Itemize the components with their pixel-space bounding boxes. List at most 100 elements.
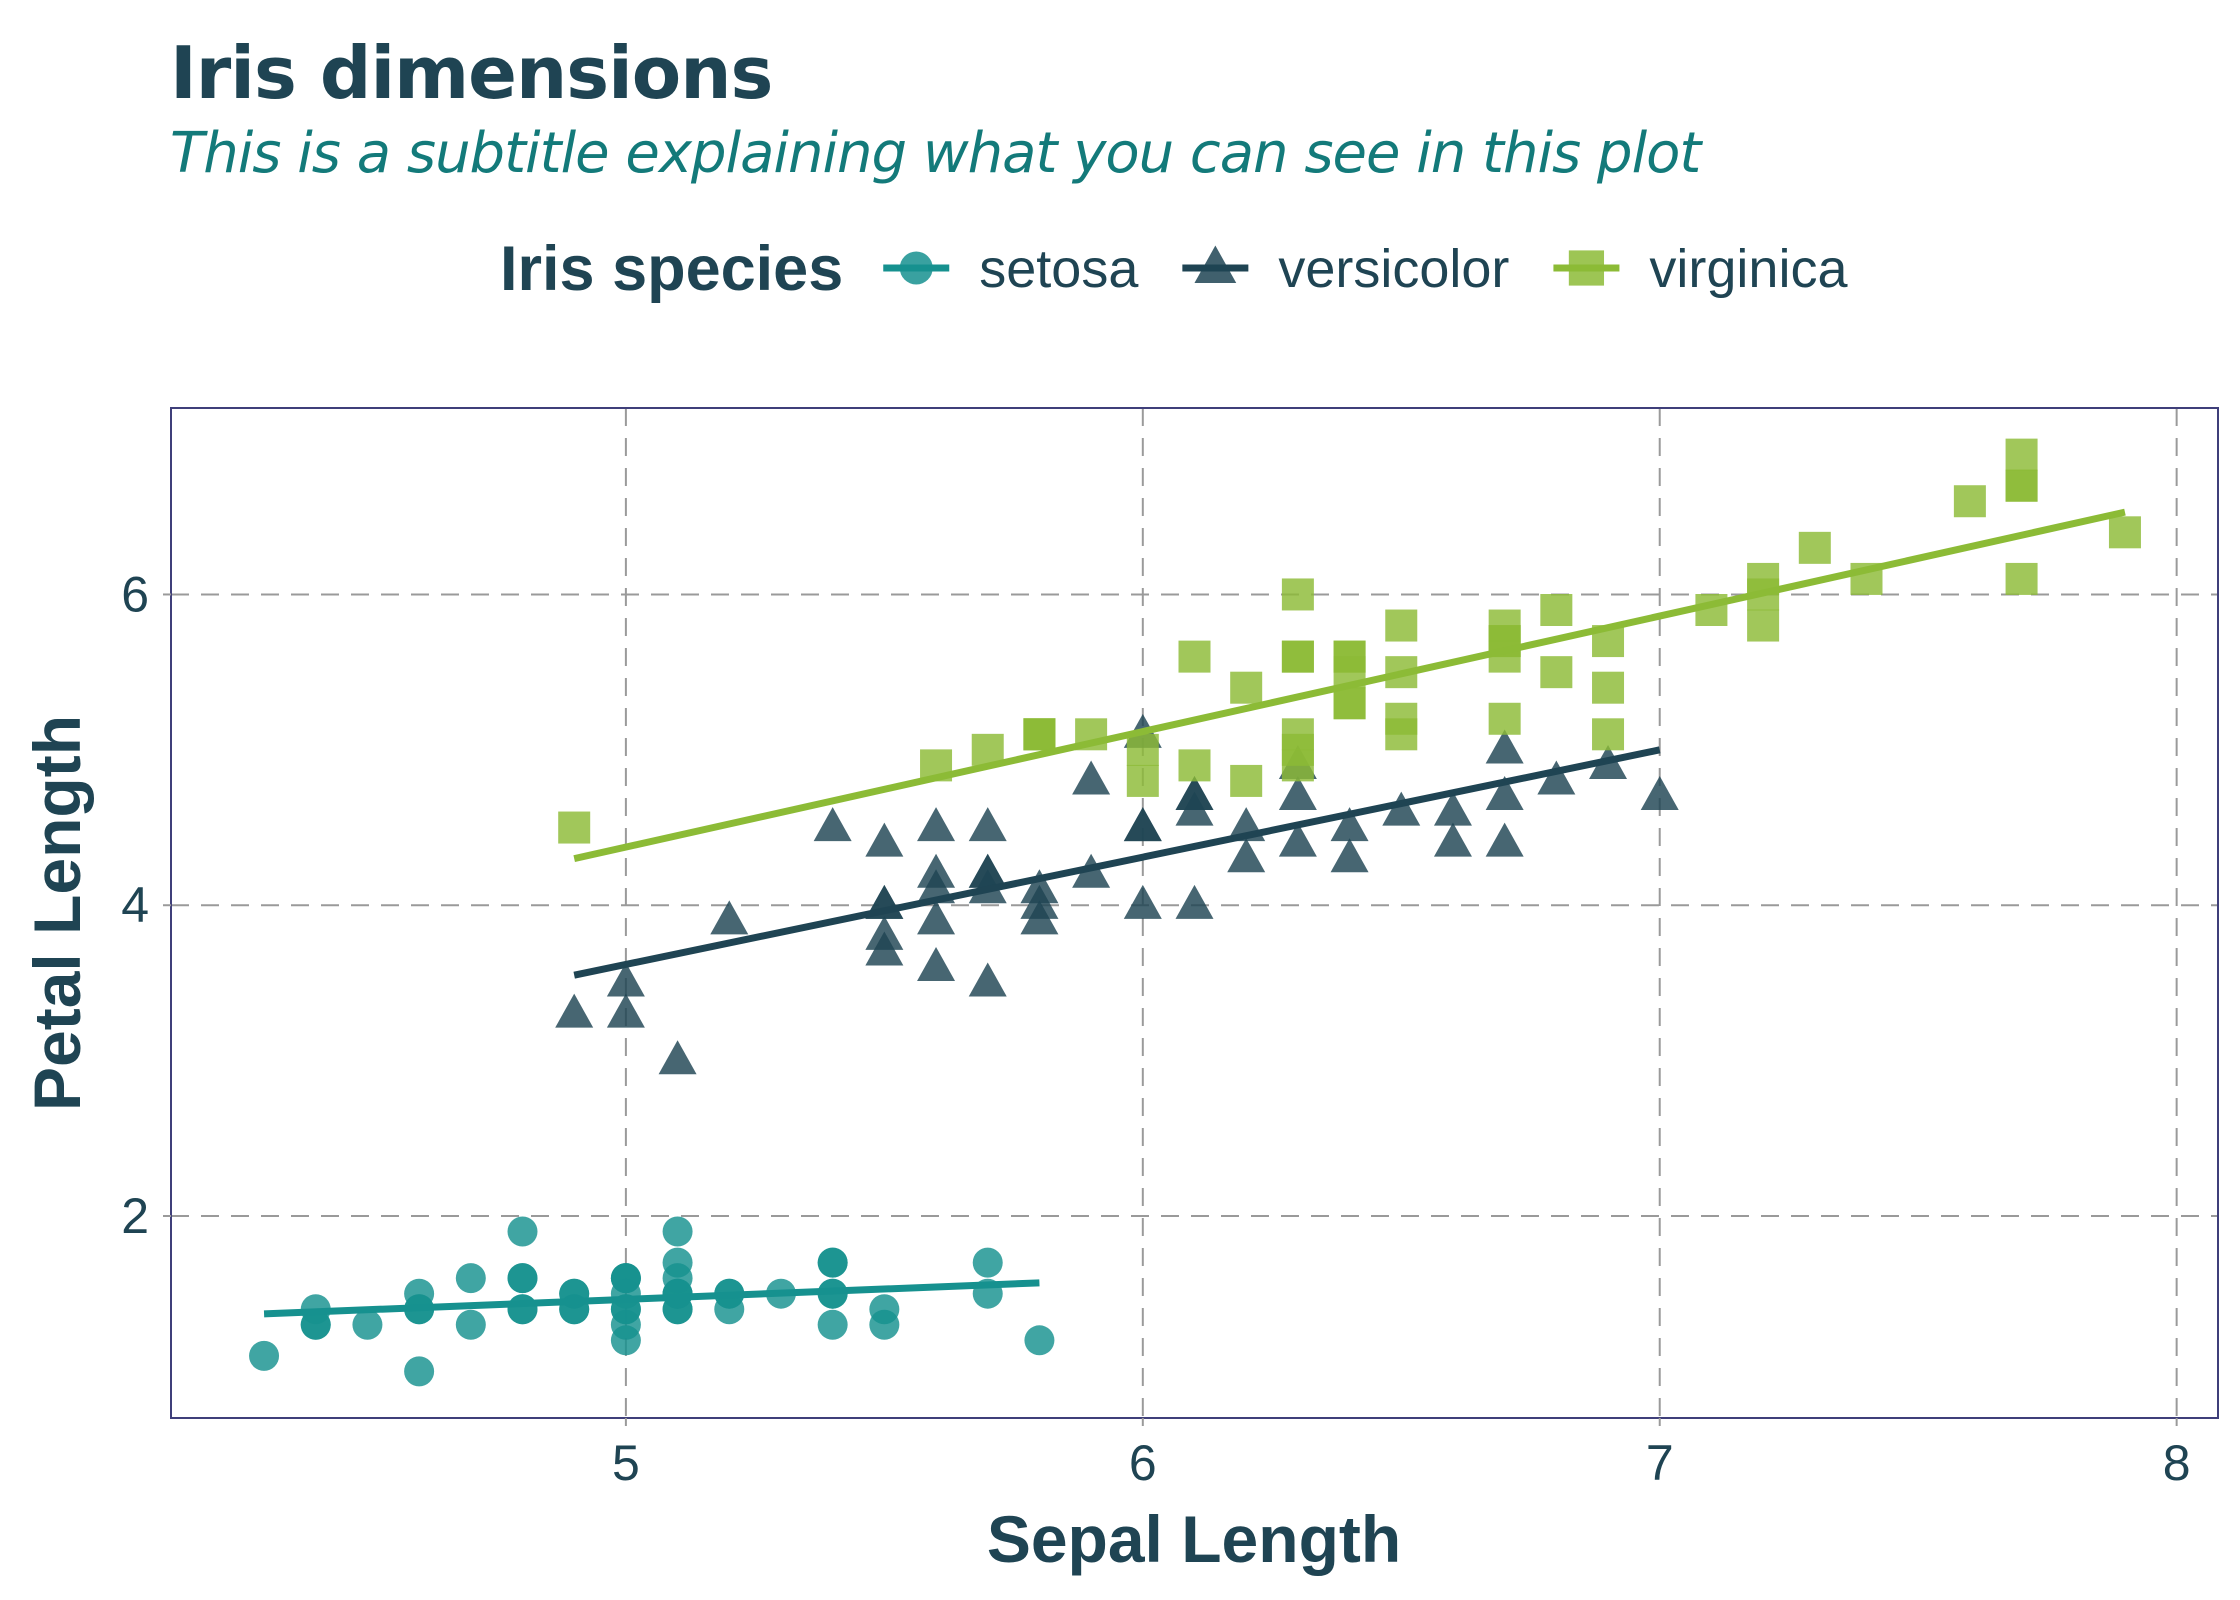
virginica-trend-line (573, 508, 2126, 863)
virginica-point (1488, 702, 1521, 735)
virginica-point (1281, 733, 1314, 766)
legend-label-setosa: setosa (979, 239, 1139, 299)
virginica-point (1126, 764, 1159, 797)
versicolor-point (1330, 807, 1369, 842)
setosa-point (610, 1263, 641, 1294)
versicolor-point (710, 900, 749, 935)
x-tick-label: 8 (2163, 1435, 2191, 1491)
legend-item-setosa: setosa (883, 239, 1139, 299)
setosa-point (300, 1309, 331, 1340)
setosa-point (352, 1309, 383, 1340)
setosa-point (507, 1294, 538, 1325)
versicolor-point (917, 900, 956, 935)
setosa-point (972, 1247, 1003, 1278)
versicolor-point (1433, 822, 1472, 857)
y-tick-label: 2 (121, 1188, 149, 1244)
versicolor-point (865, 931, 904, 966)
virginica-point (1230, 764, 1263, 797)
versicolor-point (1278, 776, 1317, 811)
y-tick-label: 4 (121, 877, 149, 933)
versicolor-point (1485, 776, 1524, 811)
setosa-point (455, 1263, 486, 1294)
versicolor-point (1640, 776, 1679, 811)
versicolor-point (1123, 884, 1162, 919)
setosa-point (249, 1340, 280, 1371)
versicolor-point (917, 853, 956, 888)
data-points (249, 438, 2141, 1387)
versicolor-point (865, 822, 904, 857)
virginica-point (1023, 718, 1056, 751)
versicolor-point (1020, 884, 1059, 919)
chart-subtitle: This is a subtitle explaining what you c… (170, 121, 1703, 186)
versicolor-point (813, 807, 852, 842)
versicolor-point (968, 807, 1007, 842)
panel-border (170, 407, 2219, 1419)
virginica-point (1953, 485, 1986, 518)
versicolor-point (1537, 760, 1576, 795)
x-tick-label: 7 (1646, 1435, 1674, 1491)
y-tick-label: 6 (121, 566, 149, 622)
y-axis-title: Petal Length (20, 715, 94, 1111)
versicolor-point (1433, 791, 1472, 826)
legend-key-triangle-icon (1194, 245, 1237, 283)
legend-key-circle-icon (899, 251, 933, 285)
versicolor-point (1175, 791, 1214, 826)
setosa-trend-line (263, 1279, 1040, 1318)
virginica-point (1540, 656, 1573, 689)
legend-title: Iris species (500, 234, 843, 304)
chart-title: Iris dimensions (170, 31, 772, 115)
virginica-point (1747, 609, 1780, 642)
versicolor-point (606, 993, 645, 1028)
virginica-point (1798, 531, 1831, 564)
versicolor-point (1227, 838, 1266, 873)
versicolor-point (1485, 729, 1524, 764)
virginica-point (2108, 516, 2141, 549)
x-tick-label: 6 (1129, 1435, 1157, 1491)
virginica-point (1178, 640, 1211, 673)
setosa-point (817, 1309, 848, 1340)
versicolor-point (968, 962, 1007, 997)
versicolor-trend-line (573, 746, 1661, 979)
legend-label-versicolor: versicolor (1278, 239, 1509, 299)
virginica-point (1281, 640, 1314, 673)
versicolor-point (1175, 884, 1214, 919)
setosa-point (507, 1263, 538, 1294)
versicolor-point (917, 946, 956, 981)
virginica-point (2005, 438, 2038, 471)
versicolor-point (1123, 807, 1162, 842)
legend: Iris species setosa versicolor virginica (500, 234, 1848, 304)
virginica-point (1281, 578, 1314, 611)
versicolor-point (1278, 822, 1317, 857)
virginica-point (2005, 469, 2038, 502)
setosa-point (404, 1356, 435, 1387)
setosa-point (1024, 1325, 1055, 1356)
virginica-point (1333, 687, 1366, 720)
versicolor-point (917, 807, 956, 842)
versicolor-point (555, 993, 594, 1028)
versicolor-point (658, 1040, 697, 1075)
versicolor-point (1072, 760, 1111, 795)
setosa-point (869, 1309, 900, 1340)
virginica-point (1178, 749, 1211, 782)
virginica-point (1126, 733, 1159, 766)
versicolor-point (1382, 791, 1421, 826)
versicolor-point (1330, 838, 1369, 873)
virginica-point (1385, 609, 1418, 642)
setosa-point (817, 1247, 848, 1278)
virginica-point (1230, 671, 1263, 704)
virginica-point (2005, 562, 2038, 595)
x-tick-label: 5 (612, 1435, 640, 1491)
x-axis-title: Sepal Length (987, 1502, 1401, 1576)
virginica-point (558, 811, 591, 844)
virginica-point (1592, 671, 1625, 704)
virginica-point (1540, 594, 1573, 626)
axis-ticks: 5 6 7 8 2 4 6 (121, 566, 2190, 1491)
setosa-point (662, 1263, 693, 1294)
setosa-point (662, 1216, 693, 1247)
legend-label-virginica: virginica (1649, 239, 1848, 299)
trend-lines (263, 508, 2126, 1318)
virginica-point (1592, 718, 1625, 751)
legend-item-virginica: virginica (1553, 239, 1848, 299)
virginica-point (1385, 702, 1418, 735)
